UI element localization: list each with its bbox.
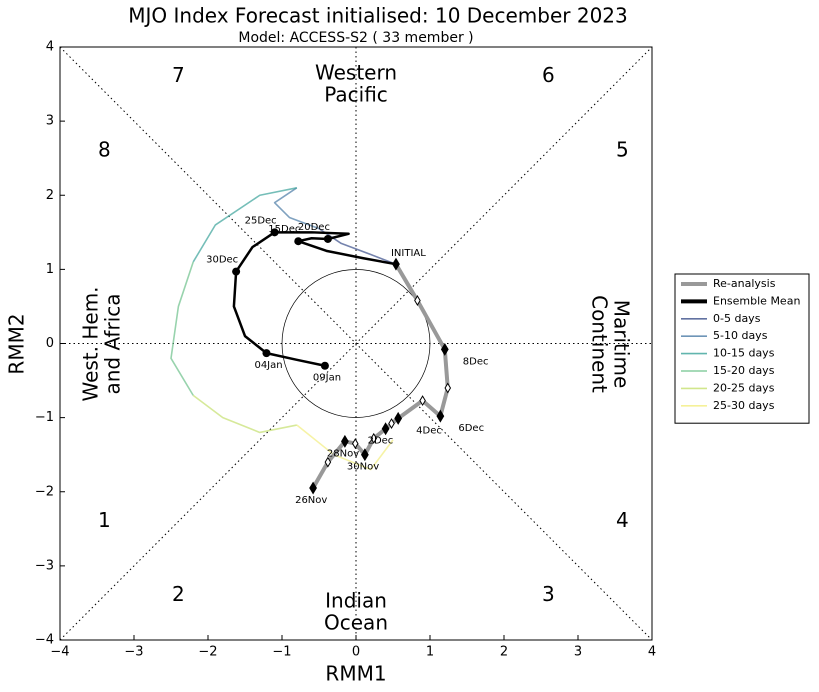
legend-box — [674, 273, 810, 424]
region-label-line: Indian — [325, 589, 387, 613]
reanalysis-marker — [414, 295, 421, 306]
x-tick-label: −1 — [272, 645, 291, 660]
y-tick-label: 3 — [46, 114, 54, 129]
y-tick-label: −1 — [35, 410, 54, 425]
y-tick-label: 2 — [46, 188, 54, 203]
phase-number: 4 — [616, 508, 629, 532]
legend-label: 10-15 days — [713, 347, 775, 360]
phase-number: 3 — [542, 582, 555, 606]
reanalysis-marker — [341, 434, 349, 448]
point-label: 09Jan — [313, 373, 341, 384]
x-tick-label: 2 — [500, 645, 508, 660]
member-track — [273, 187, 320, 230]
legend-label: 15-20 days — [713, 364, 775, 377]
diagonal — [59, 46, 653, 641]
member-track — [296, 424, 394, 471]
x-tick-label: 3 — [574, 645, 582, 660]
legend-label: 0-5 days — [713, 312, 761, 325]
reanalysis-marker — [360, 448, 369, 462]
x-tick-label: −3 — [124, 645, 143, 660]
y-tick-label: 4 — [46, 40, 54, 55]
legend-label: Ensemble Mean — [713, 294, 800, 307]
y-tick-label: −3 — [35, 558, 54, 573]
phase-number: 1 — [98, 508, 111, 532]
chart-title: MJO Index Forecast initialised: 10 Decem… — [128, 4, 628, 28]
mean-marker — [323, 234, 332, 243]
point-label: 20Dec — [298, 222, 330, 233]
point-label: 30Dec — [206, 255, 238, 266]
mean-marker — [262, 349, 271, 358]
legend-label: 20-25 days — [713, 381, 775, 394]
reanalysis-marker — [436, 409, 445, 423]
point-label: 8Dec — [463, 356, 489, 367]
legend-label: 5-10 days — [713, 329, 768, 342]
reanalysis-marker — [324, 456, 332, 468]
mean-marker — [270, 228, 279, 237]
phase-number: 2 — [172, 582, 185, 606]
point-label: INITIAL — [391, 248, 426, 259]
mean-marker — [320, 361, 329, 370]
y-tick-label: −2 — [35, 484, 54, 499]
point-label: 30Nov — [347, 462, 379, 473]
mean-marker — [232, 267, 241, 276]
phase-number: 8 — [98, 137, 111, 161]
chart-subtitle: Model: ACCESS-S2 ( 33 member ) — [238, 30, 473, 46]
region-label-line: Western — [315, 61, 397, 85]
point-label: 04Jan — [254, 360, 282, 371]
reanalysis-marker — [444, 382, 452, 394]
y-axis-label: RMM2 — [5, 313, 29, 374]
region-label-line: Maritime — [610, 300, 634, 388]
point-label: 28Nov — [327, 448, 359, 459]
reanalysis-marker — [419, 395, 426, 407]
region-label-line: West. Hem. — [79, 286, 103, 401]
member-track — [170, 261, 194, 396]
region-label-line: Pacific — [324, 83, 388, 107]
phase-number: 5 — [616, 137, 629, 161]
track-line — [232, 231, 397, 367]
x-tick-label: 4 — [648, 645, 656, 660]
reanalysis-marker — [388, 418, 395, 430]
x-axis-label: RMM1 — [325, 662, 386, 686]
reanalysis-marker — [392, 257, 400, 271]
point-label: 4Dec — [416, 425, 442, 436]
x-tick-label: −2 — [198, 645, 217, 660]
region-label-line: Continent — [588, 295, 612, 393]
point-label: 15Dec — [268, 224, 300, 235]
reanalysis-marker — [351, 438, 359, 450]
y-tick-label: −4 — [35, 633, 54, 648]
member-track — [192, 394, 297, 434]
region-label-line: and Africa — [101, 293, 125, 394]
legend-label: Re-analysis — [713, 277, 776, 290]
point-label: 6Dec — [458, 423, 484, 434]
reanalysis-marker — [440, 342, 449, 356]
point-label: 25Dec — [245, 215, 277, 226]
point-label: 2Dec — [368, 436, 394, 447]
phase-number: 6 — [542, 63, 555, 87]
unit-circle — [281, 269, 431, 418]
y-tick-label: 0 — [46, 336, 54, 351]
mean-marker — [294, 237, 303, 246]
x-tick-label: −4 — [50, 645, 69, 660]
legend-label: 25-30 days — [713, 399, 775, 412]
x-tick-label: 0 — [352, 645, 360, 660]
point-label: 26Nov — [295, 495, 327, 506]
phase-number: 7 — [172, 63, 185, 87]
region-label-line: Ocean — [324, 611, 388, 635]
member-track — [192, 187, 297, 263]
x-tick-label: 1 — [426, 645, 434, 660]
reanalysis-marker — [381, 422, 390, 436]
y-tick-label: 1 — [46, 262, 54, 277]
reanalysis-marker — [394, 411, 403, 425]
region-label: West. Hem.and Africa — [79, 286, 125, 401]
reanalysis-marker — [370, 432, 378, 444]
reanalysis-marker — [309, 481, 317, 495]
